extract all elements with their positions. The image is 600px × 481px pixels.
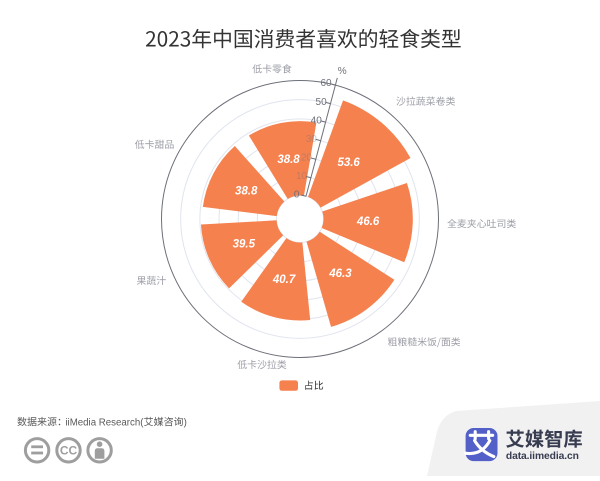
svg-text:53.6: 53.6: [337, 157, 360, 169]
svg-text:46.3: 46.3: [328, 268, 352, 280]
svg-text:30: 30: [306, 134, 318, 145]
svg-text:%: %: [338, 66, 347, 77]
svg-text:38.8: 38.8: [235, 186, 258, 198]
svg-text:39.5: 39.5: [233, 238, 256, 250]
svg-text:0: 0: [294, 189, 300, 200]
svg-text:iiMedia Research(: iiMedia Research(: [65, 417, 144, 428]
svg-text:10: 10: [296, 171, 308, 182]
svg-text:20: 20: [301, 152, 313, 163]
svg-text:46.6: 46.6: [356, 216, 380, 228]
svg-text:40.7: 40.7: [272, 274, 296, 286]
svg-text:38.8: 38.8: [277, 154, 300, 166]
svg-text:50: 50: [316, 97, 328, 108]
svg-text:data.iimedia.cn: data.iimedia.cn: [506, 451, 579, 462]
svg-text:): ): [184, 417, 187, 428]
svg-text:60: 60: [320, 78, 332, 89]
svg-text:CC: CC: [60, 444, 78, 458]
svg-text:40: 40: [311, 115, 323, 126]
